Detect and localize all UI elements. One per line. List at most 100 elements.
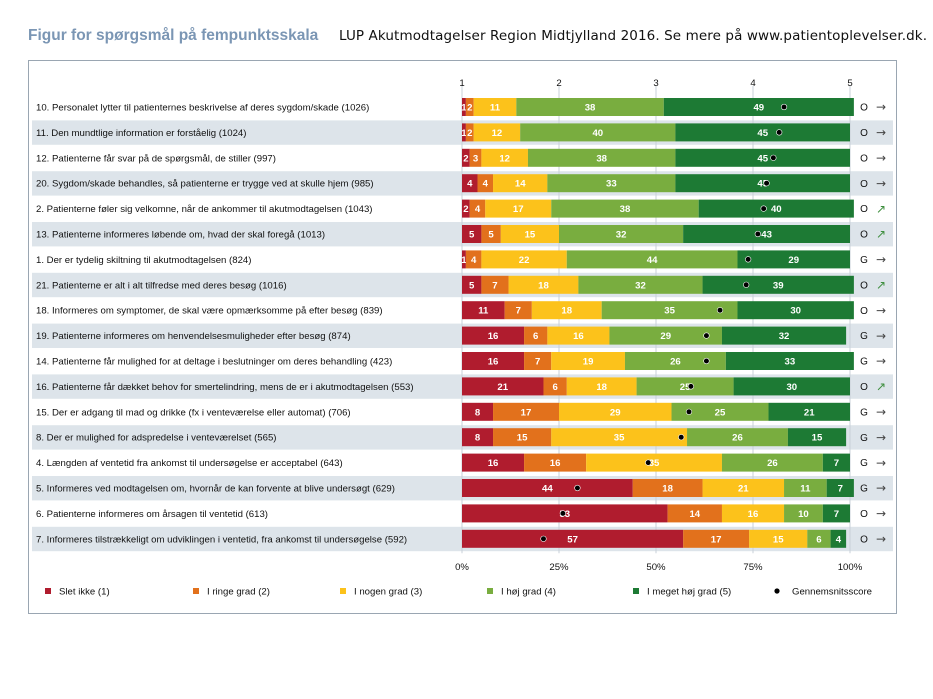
bar-segment	[559, 402, 672, 421]
bar-segment	[465, 98, 474, 116]
bar-value-label: 40	[592, 128, 603, 139]
bar-value-label: 15	[773, 534, 784, 545]
trend-up-arrow-icon: ↗	[876, 278, 886, 292]
bar-segment	[675, 174, 850, 193]
trend-flat-arrow-icon: →	[876, 354, 886, 368]
bar-segment	[675, 148, 850, 167]
bar-value-label: 49	[753, 103, 764, 114]
bar-segment	[787, 428, 847, 447]
bar-segment	[675, 123, 850, 142]
row-label: 8. Der er mulighed for adspredelse i ven…	[36, 433, 277, 444]
bar-value-label: 16	[488, 357, 499, 368]
bar-value-label: 33	[785, 357, 796, 368]
bar-value-label: 16	[488, 331, 499, 342]
bar-value-label: 17	[711, 534, 722, 545]
bar-value-label: 39	[773, 280, 784, 291]
trend-flat-arrow-icon: →	[876, 329, 886, 343]
bar-segment	[784, 479, 827, 497]
bar-segment	[566, 250, 738, 269]
bar-segment	[462, 402, 494, 421]
bar-value-label: 4	[467, 179, 473, 190]
row-label: 16. Patienterne får dækket behov for sme…	[36, 382, 414, 393]
mean-score-dot	[716, 307, 724, 314]
bar-segment	[493, 428, 552, 447]
bar-value-label: 11	[490, 103, 501, 114]
row-label: 18. Informeres om symptomer, de skal vær…	[36, 306, 383, 317]
bar-value-label: 2	[463, 153, 468, 164]
bar-segment	[462, 174, 478, 193]
result-flag: G	[860, 458, 868, 469]
bar-segment	[733, 377, 850, 396]
bar-segment	[667, 504, 722, 523]
bar-segment	[559, 225, 684, 243]
score-axis-tick: 5	[847, 78, 852, 89]
bar-value-label: 30	[786, 382, 797, 393]
result-flag: G	[860, 331, 868, 342]
bar-segment	[721, 326, 847, 345]
bar-segment	[527, 148, 676, 167]
bar-value-label: 29	[610, 407, 621, 418]
row-label: 21. Patienterne er alt i alt tilfredse m…	[36, 280, 287, 291]
legend-label: I høj grad (4)	[501, 587, 556, 598]
bar-segment	[462, 225, 482, 243]
row-label: 4. Længden af ventetid fra ankomst til u…	[36, 458, 343, 469]
row-label: 1. Der er tydelig skiltning til akutmodt…	[36, 255, 251, 266]
bar-segment	[566, 377, 637, 396]
mean-score-dot	[745, 256, 752, 263]
bar-segment	[632, 479, 703, 497]
result-flag: O	[860, 128, 868, 139]
bar-segment	[462, 199, 470, 218]
bar-value-label: 18	[596, 382, 607, 393]
bar-segment	[551, 428, 688, 447]
bar-segment	[636, 377, 734, 396]
bar-segment	[524, 326, 548, 345]
trend-flat-arrow-icon: →	[876, 151, 886, 165]
result-flag: O	[860, 103, 868, 114]
bar-segment	[721, 453, 823, 472]
bar-segment	[485, 199, 552, 218]
bar-segment	[465, 250, 482, 269]
bar-value-label: 7	[492, 280, 497, 291]
bar-segment	[784, 504, 823, 523]
bar-value-label: 45	[757, 128, 768, 139]
bar-value-label: 38	[620, 204, 631, 215]
bar-value-label: 4	[475, 204, 481, 215]
bar-value-label: 2	[463, 204, 468, 215]
mean-score-dot	[743, 281, 750, 288]
bar-value-label: 15	[525, 230, 536, 241]
percent-axis-tick: 25%	[549, 562, 569, 573]
bar-value-label: 5	[469, 230, 475, 241]
figure-title: Figur for spørgsmål på fempunktsskala	[28, 27, 319, 44]
bar-segment	[504, 301, 532, 320]
score-axis-tick: 4	[750, 78, 756, 89]
legend-label-score: Gennemsnitsscore	[792, 587, 872, 598]
bar-value-label: 43	[761, 230, 772, 241]
row-label: 14. Patienterne får mulighed for at delt…	[36, 357, 392, 368]
bar-segment	[737, 301, 854, 320]
legend-label: I meget høj grad (5)	[647, 587, 731, 598]
bar-segment	[462, 352, 525, 370]
trend-flat-arrow-icon: →	[876, 303, 886, 317]
legend-label: Slet ikke (1)	[59, 587, 110, 598]
result-flag: O	[860, 153, 868, 164]
mean-score-dot	[760, 205, 767, 212]
bar-value-label: 8	[475, 407, 481, 418]
bar-segment	[493, 402, 559, 421]
mean-score-dot	[678, 434, 685, 441]
trend-up-arrow-icon: ↗	[876, 227, 886, 241]
bar-value-label: 38	[596, 153, 607, 164]
bar-value-label: 15	[812, 433, 823, 444]
bar-value-label: 4	[836, 534, 842, 545]
bar-segment	[481, 225, 501, 243]
bar-segment	[601, 301, 738, 320]
bar-segment	[551, 352, 625, 370]
bar-segment	[462, 529, 684, 548]
bar-value-label: 6	[533, 331, 538, 342]
bar-segment	[683, 225, 850, 243]
bar-value-label: 29	[660, 331, 671, 342]
bar-segment	[826, 479, 854, 497]
bar-segment	[687, 428, 788, 447]
bar-value-label: 7	[838, 484, 843, 495]
percent-axis-tick: 50%	[646, 562, 666, 573]
row-label: 6. Patienterne informeres om årsagen til…	[36, 509, 268, 520]
